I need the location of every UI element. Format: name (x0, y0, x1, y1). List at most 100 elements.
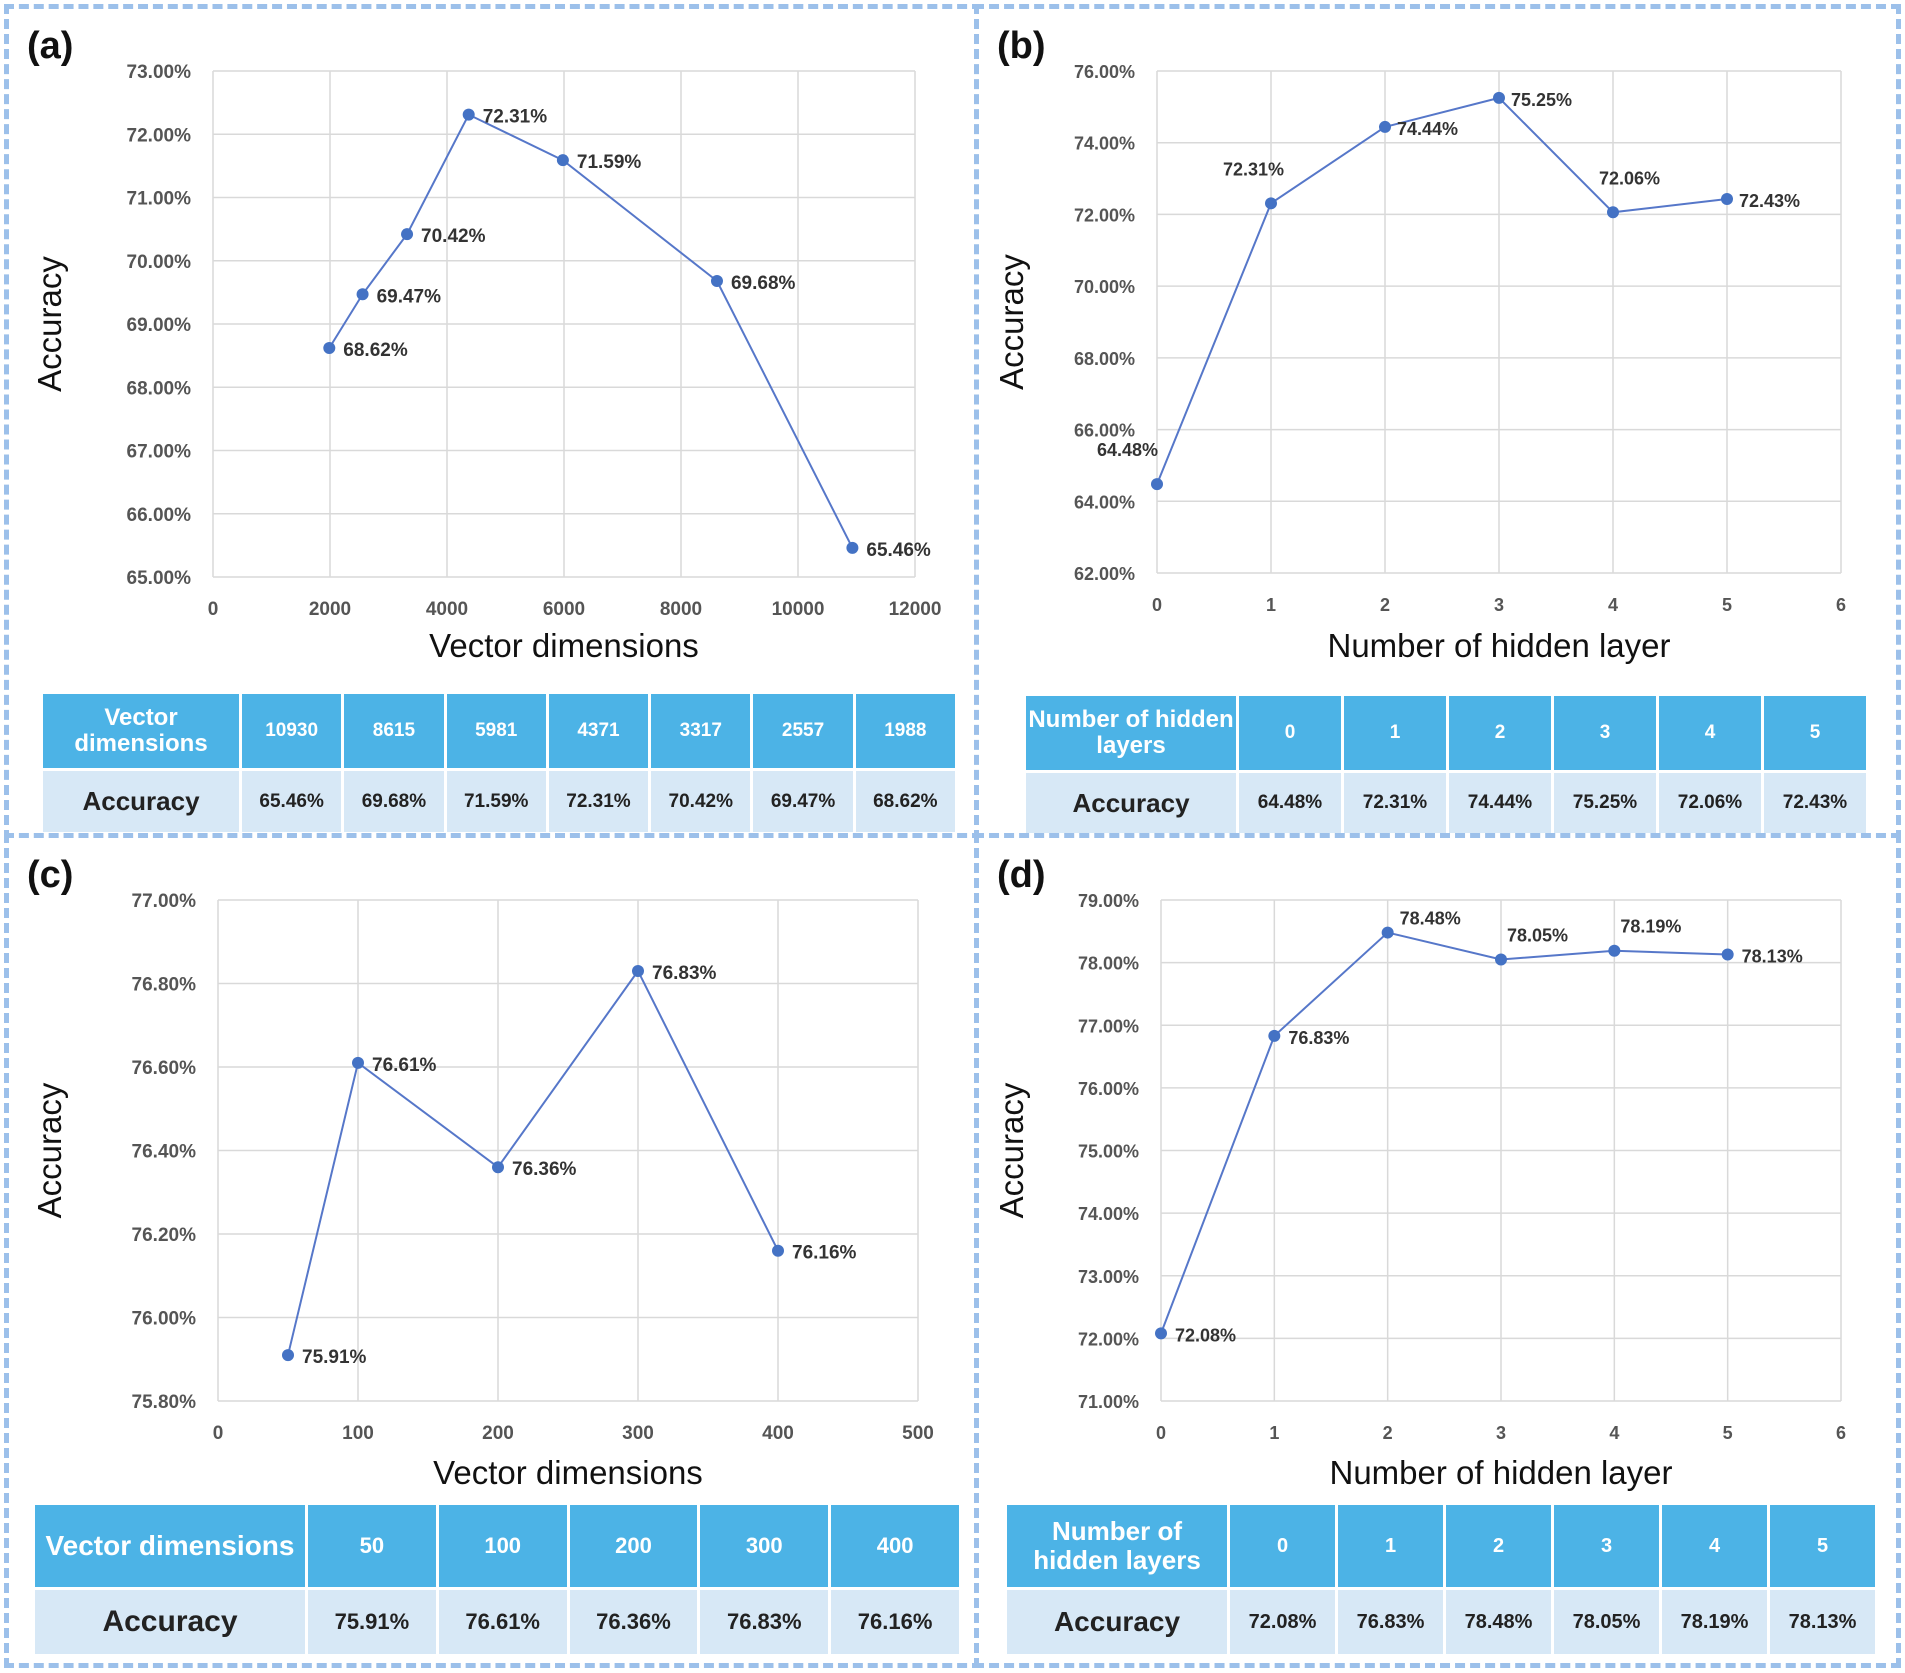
table-cell: 78.19% (1662, 1590, 1767, 1654)
x-tick-label: 0 (1152, 595, 1162, 615)
panel-b: (b) 62.00% 64.00% 66.00% 68.00% 70.00% 72.00%… (974, 4, 1901, 840)
data-point (356, 288, 369, 301)
y-tick-label: 62.00% (1074, 564, 1135, 584)
data-point (556, 154, 569, 167)
data-point (1608, 944, 1621, 957)
panel-label: (c) (27, 854, 74, 896)
table-cell: 78.13% (1770, 1590, 1875, 1654)
data-label: 76.83% (1288, 1028, 1349, 1048)
table-header-cell: 3 (1554, 696, 1656, 770)
table-cell: 76.61% (438, 1590, 567, 1654)
data-point (846, 541, 859, 554)
y-tick-label: 76.40% (132, 1142, 197, 1163)
data-point (282, 1349, 294, 1362)
data-label: 76.61% (372, 1055, 437, 1076)
x-axis-title: Vector dimensions (429, 627, 699, 664)
data-point (352, 1056, 364, 1069)
table-header-cell: 2 (1449, 696, 1551, 770)
data-point (1379, 120, 1391, 133)
data-label: 69.47% (377, 286, 442, 307)
y-tick-label: 72.00% (1078, 1329, 1139, 1349)
table-header-cell: 0 (1230, 1505, 1335, 1587)
y-tick-label: 71.00% (127, 189, 192, 210)
x-tick-label: 0 (213, 1423, 224, 1444)
y-axis-title: Accuracy (31, 1082, 68, 1218)
y-tick-label: 76.60% (132, 1058, 197, 1079)
table-header-label: Vector dimensions (35, 1505, 305, 1587)
line-chart-a: 65.00% 66.00% 67.00% 68.00% 69.00% 70.00% 71.0… (31, 62, 941, 664)
data-label: 76.36% (512, 1159, 577, 1180)
x-tick-label: 3 (1496, 1423, 1506, 1443)
table-cell: 76.36% (569, 1590, 698, 1654)
x-tick-label: 300 (622, 1423, 654, 1444)
table-header-label: Number of hidden layers (1007, 1505, 1227, 1587)
data-point (710, 274, 723, 287)
data-label: 68.62% (343, 340, 408, 361)
x-tick-label: 200 (482, 1423, 514, 1444)
y-tick-label: 70.00% (1074, 277, 1135, 297)
table-header-row: Number of hidden layers 0 1 2 3 4 5 (1007, 1505, 1875, 1587)
y-tick-label: 65.00% (127, 568, 192, 589)
table-header-cell: 1988 (855, 694, 955, 768)
table-row-label: Accuracy (43, 771, 239, 832)
y-tick-label: 79.00% (1078, 891, 1139, 911)
y-tick-label: 76.00% (132, 1309, 197, 1330)
data-table-c: Vector dimensions 50 100 200 300 400 Accuracy 7… (32, 1502, 962, 1657)
data-point (1607, 206, 1619, 219)
table-cell: 70.42% (651, 771, 751, 832)
table-cell: 72.31% (1344, 773, 1446, 833)
data-point (632, 964, 644, 977)
y-tick-label: 66.00% (127, 505, 192, 526)
y-tick-label: 70.00% (127, 252, 192, 273)
data-label: 72.31% (1223, 159, 1284, 179)
table-header-cell: 5981 (446, 694, 546, 768)
table-cell: 76.16% (831, 1590, 959, 1654)
data-point (1151, 478, 1163, 491)
x-tick-label: 4 (1608, 595, 1618, 615)
table-cell: 78.48% (1446, 1590, 1551, 1654)
x-tick-label: 400 (762, 1423, 794, 1444)
x-tick-label: 100 (342, 1423, 374, 1444)
data-label: 64.48% (1097, 440, 1158, 460)
series-line (328, 113, 854, 549)
y-tick-label: 76.80% (132, 975, 197, 996)
y-axis-title: Accuracy (31, 256, 68, 392)
data-point (323, 342, 336, 355)
table-header-cell: 100 (438, 1505, 567, 1587)
table-row: Accuracy 65.46% 69.68% 71.59% 72.31% 70.42% 69… (43, 771, 955, 832)
x-tick-label: 4 (1609, 1423, 1619, 1443)
x-axis-title: Number of hidden layer (1327, 627, 1670, 664)
y-tick-label: 76.00% (1074, 62, 1135, 82)
data-point (1493, 91, 1505, 104)
data-point (1381, 926, 1394, 939)
x-axis-title: Number of hidden layer (1329, 1454, 1672, 1491)
x-tick-label: 500 (902, 1423, 934, 1444)
data-label: 72.43% (1739, 191, 1800, 211)
data-label: 78.05% (1507, 925, 1568, 945)
y-tick-label: 71.00% (1078, 1392, 1139, 1412)
line-chart-d: 71.00% 72.00% 73.00% 74.00% 75.00% 76.00% 77.0… (993, 891, 1846, 1491)
y-tick-label: 76.00% (1078, 1079, 1139, 1099)
data-table-b: Number of hidden layers 0 1 2 3 4 5 Accuracy 64.… (1023, 693, 1869, 836)
table-header-row: Number of hidden layers 0 1 2 3 4 5 (1026, 696, 1866, 770)
data-point (1495, 953, 1507, 966)
x-tick-label: 6 (1836, 1423, 1846, 1443)
data-point (1721, 948, 1734, 961)
data-label: 74.44% (1397, 119, 1458, 139)
table-row-label: Accuracy (35, 1590, 305, 1654)
data-label: 72.06% (1599, 168, 1660, 188)
data-label: 70.42% (421, 226, 486, 247)
table-header-cell: 200 (569, 1505, 698, 1587)
data-point (772, 1244, 784, 1257)
panel-d: (d) 71.00% 72.00% 73.00% 74.00% 75.00% 76.00%… (974, 833, 1901, 1668)
data-table-a: Vector dimensions 10930 8615 5981 4371 3317 25… (40, 691, 958, 835)
x-tick-label: 8000 (660, 599, 702, 620)
table-row: Accuracy 72.08% 76.83% 78.48% 78.05% 78.19% 78… (1007, 1590, 1875, 1654)
y-tick-label: 76.20% (132, 1225, 197, 1246)
data-point (1155, 1327, 1167, 1340)
table-cell: 72.06% (1659, 773, 1761, 833)
table-header-cell: 8615 (344, 694, 444, 768)
table-header-cell: 2557 (753, 694, 853, 768)
y-tick-label: 72.00% (127, 125, 192, 146)
data-label: 65.46% (866, 540, 931, 561)
